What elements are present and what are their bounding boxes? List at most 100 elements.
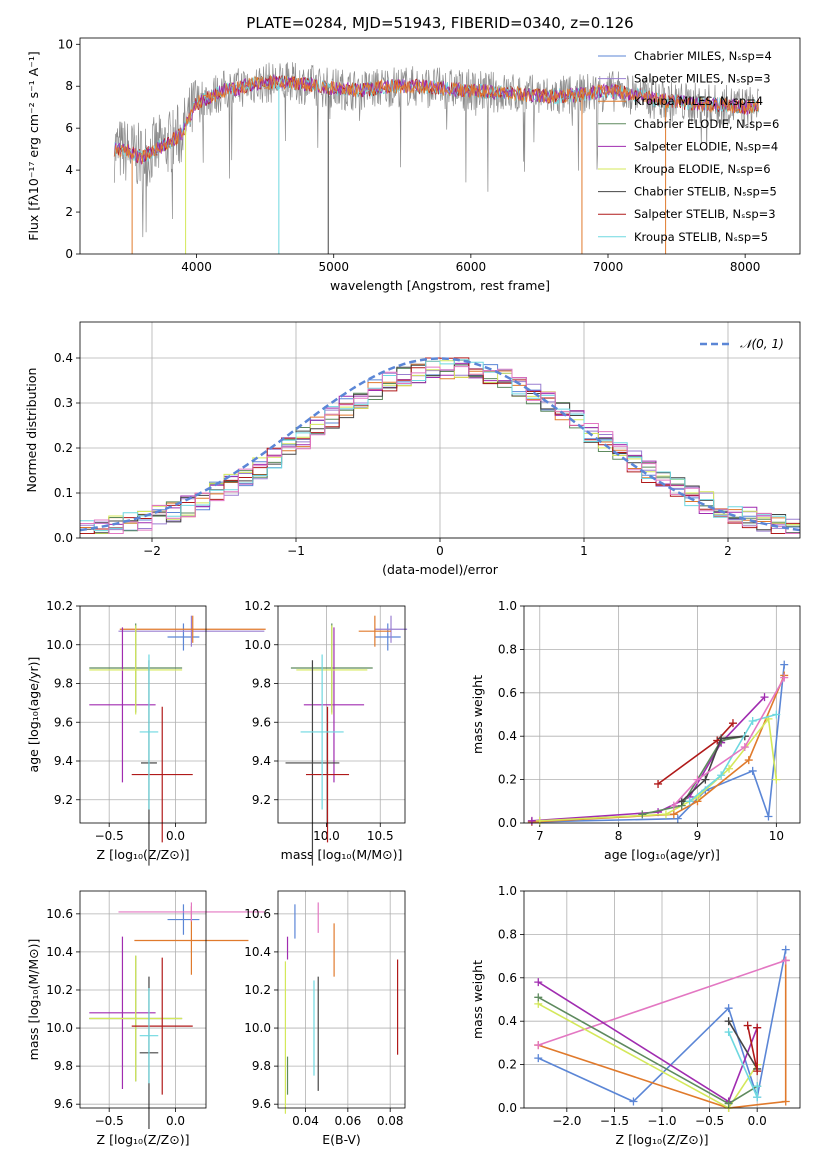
y-axis-label: mass [log₁₀(M/M⊙)] [26, 939, 41, 1061]
y-tick-label: 0 [65, 247, 73, 261]
data-point [693, 775, 702, 784]
series-line [727, 1020, 758, 1070]
y-tick-label: 0.8 [498, 642, 517, 656]
y-tick-label: 9.8 [252, 677, 271, 691]
observed-spectrum [113, 62, 760, 238]
legend-label: Chabrier STELIB, Nₛsp=5 [634, 185, 777, 199]
axes-frame [79, 37, 801, 255]
data-point [724, 1099, 733, 1108]
legend-label: Chabrier ELODIE, Nₛsp=6 [634, 117, 779, 131]
residual-histogram [80, 359, 800, 534]
y-tick-label: 9.8 [54, 677, 73, 691]
legend-label: Chabrier MILES, Nₛsp=4 [634, 49, 772, 63]
axes-frame [523, 890, 801, 1109]
y-tick-label: 6 [65, 121, 73, 135]
data-point [780, 660, 789, 669]
y-tick-label: 10.0 [244, 1021, 271, 1035]
x-tick-label: 6000 [456, 260, 487, 274]
y-axis-label: Flux [fλ10⁻¹⁷ erg cm⁻² s⁻¹ A⁻¹] [26, 51, 41, 240]
x-tick-label: 0.0 [748, 1114, 767, 1128]
y-tick-label: 10.6 [244, 907, 271, 921]
x-tick-label: −1.0 [647, 1114, 676, 1128]
y-tick-label: 2 [65, 205, 73, 219]
y-tick-label: 10.2 [244, 599, 271, 613]
data-point [724, 1028, 733, 1037]
y-tick-label: 10 [58, 37, 73, 51]
x-tick-label: 9 [694, 829, 702, 843]
data-point [740, 743, 749, 752]
x-tick-label: 0.08 [377, 1114, 404, 1128]
series-line [673, 677, 785, 807]
data-point [781, 1097, 790, 1106]
series-line [642, 735, 745, 816]
data-point [638, 810, 647, 819]
panel-5: 7 8 9 10 0.0 0.2 0.4 0.6 0.8 1.0 age [log₁₀(age/yr… [470, 599, 801, 862]
y-tick-label: 0.2 [54, 441, 73, 455]
data-point [654, 779, 663, 788]
x-axis-label: wavelength [Angstrom, rest frame] [330, 278, 550, 293]
data-point [728, 719, 737, 728]
x-tick-label: 0.04 [292, 1114, 319, 1128]
data-point [701, 775, 710, 784]
y-tick-label: 10.2 [46, 599, 73, 613]
panel-2: −2 −1 0 1 2 0.0 0.1 0.2 0.3 0.4 (data-model)/error… [24, 321, 801, 577]
axes-frame [79, 321, 801, 539]
data-point [724, 1004, 733, 1013]
series-line [689, 713, 777, 802]
y-axis-label: age [log₁₀(age/yr)] [26, 657, 41, 773]
data-point [669, 810, 678, 819]
data-point [677, 797, 686, 806]
legend-label: Kroupa MILES, Nₛsp=4 [634, 94, 763, 108]
x-tick-label: 0.0 [166, 829, 185, 843]
data-point [743, 1021, 752, 1030]
data-point [753, 1023, 762, 1032]
y-tick-label: 10.0 [46, 1021, 73, 1035]
data-point [748, 717, 757, 726]
axes-frame [277, 605, 406, 824]
data-point [744, 756, 753, 765]
x-axis-label: Z [log₁₀(Z/Z⊙)] [616, 1132, 709, 1147]
data-point [717, 771, 726, 780]
series-line [531, 664, 785, 823]
series-line [539, 716, 778, 822]
y-tick-label: 0.2 [498, 1058, 517, 1072]
normal-curve [79, 357, 801, 532]
x-tick-label: −1 [287, 544, 305, 558]
y-tick-label: 0.8 [498, 927, 517, 941]
data-point [534, 1041, 543, 1050]
y-tick-label: 0.4 [54, 351, 73, 365]
spectrum-area [113, 62, 760, 254]
x-tick-label: 10 [769, 829, 784, 843]
x-axis-label: E(B-V) [322, 1132, 361, 1147]
y-tick-label: 8 [65, 79, 73, 93]
y-tick-label: 10.6 [46, 907, 73, 921]
data-point [753, 1093, 762, 1102]
x-tick-label: 5000 [318, 260, 349, 274]
series-line [538, 959, 786, 1046]
legend-label: Salpeter ELODIE, Nₛsp=4 [634, 139, 778, 153]
x-tick-label: −0.5 [95, 1114, 124, 1128]
y-tick-label: 9.4 [252, 754, 271, 768]
y-tick-label: 9.8 [252, 1059, 271, 1073]
x-tick-label: 0 [436, 544, 444, 558]
data-point [535, 816, 544, 825]
data-point [534, 993, 543, 1002]
x-tick-label: 8000 [730, 260, 761, 274]
y-tick-label: 0.0 [498, 816, 517, 830]
y-tick-label: 0.6 [498, 971, 517, 985]
data-point [760, 693, 769, 702]
axes-frame [523, 605, 801, 824]
y-tick-label: 0.3 [54, 396, 73, 410]
x-axis-label: (data-model)/error [382, 562, 499, 577]
data-point [764, 812, 773, 821]
data-point [753, 1067, 762, 1076]
x-tick-label: 0.0 [166, 1114, 185, 1128]
series-line [531, 675, 785, 823]
series-line [681, 735, 745, 802]
data-point [725, 764, 734, 773]
panel-8: −2.0 −1.5 −1.0 −0.5 0.0 0.0 0.2 0.4 0.6 0.8 1.0 Z [… [470, 884, 801, 1147]
x-axis-label: mass [log₁₀(M/M⊙)] [281, 847, 403, 862]
residual-histogram [80, 364, 800, 534]
y-tick-label: 1.0 [498, 884, 517, 898]
y-tick-label: 10.4 [46, 945, 73, 959]
